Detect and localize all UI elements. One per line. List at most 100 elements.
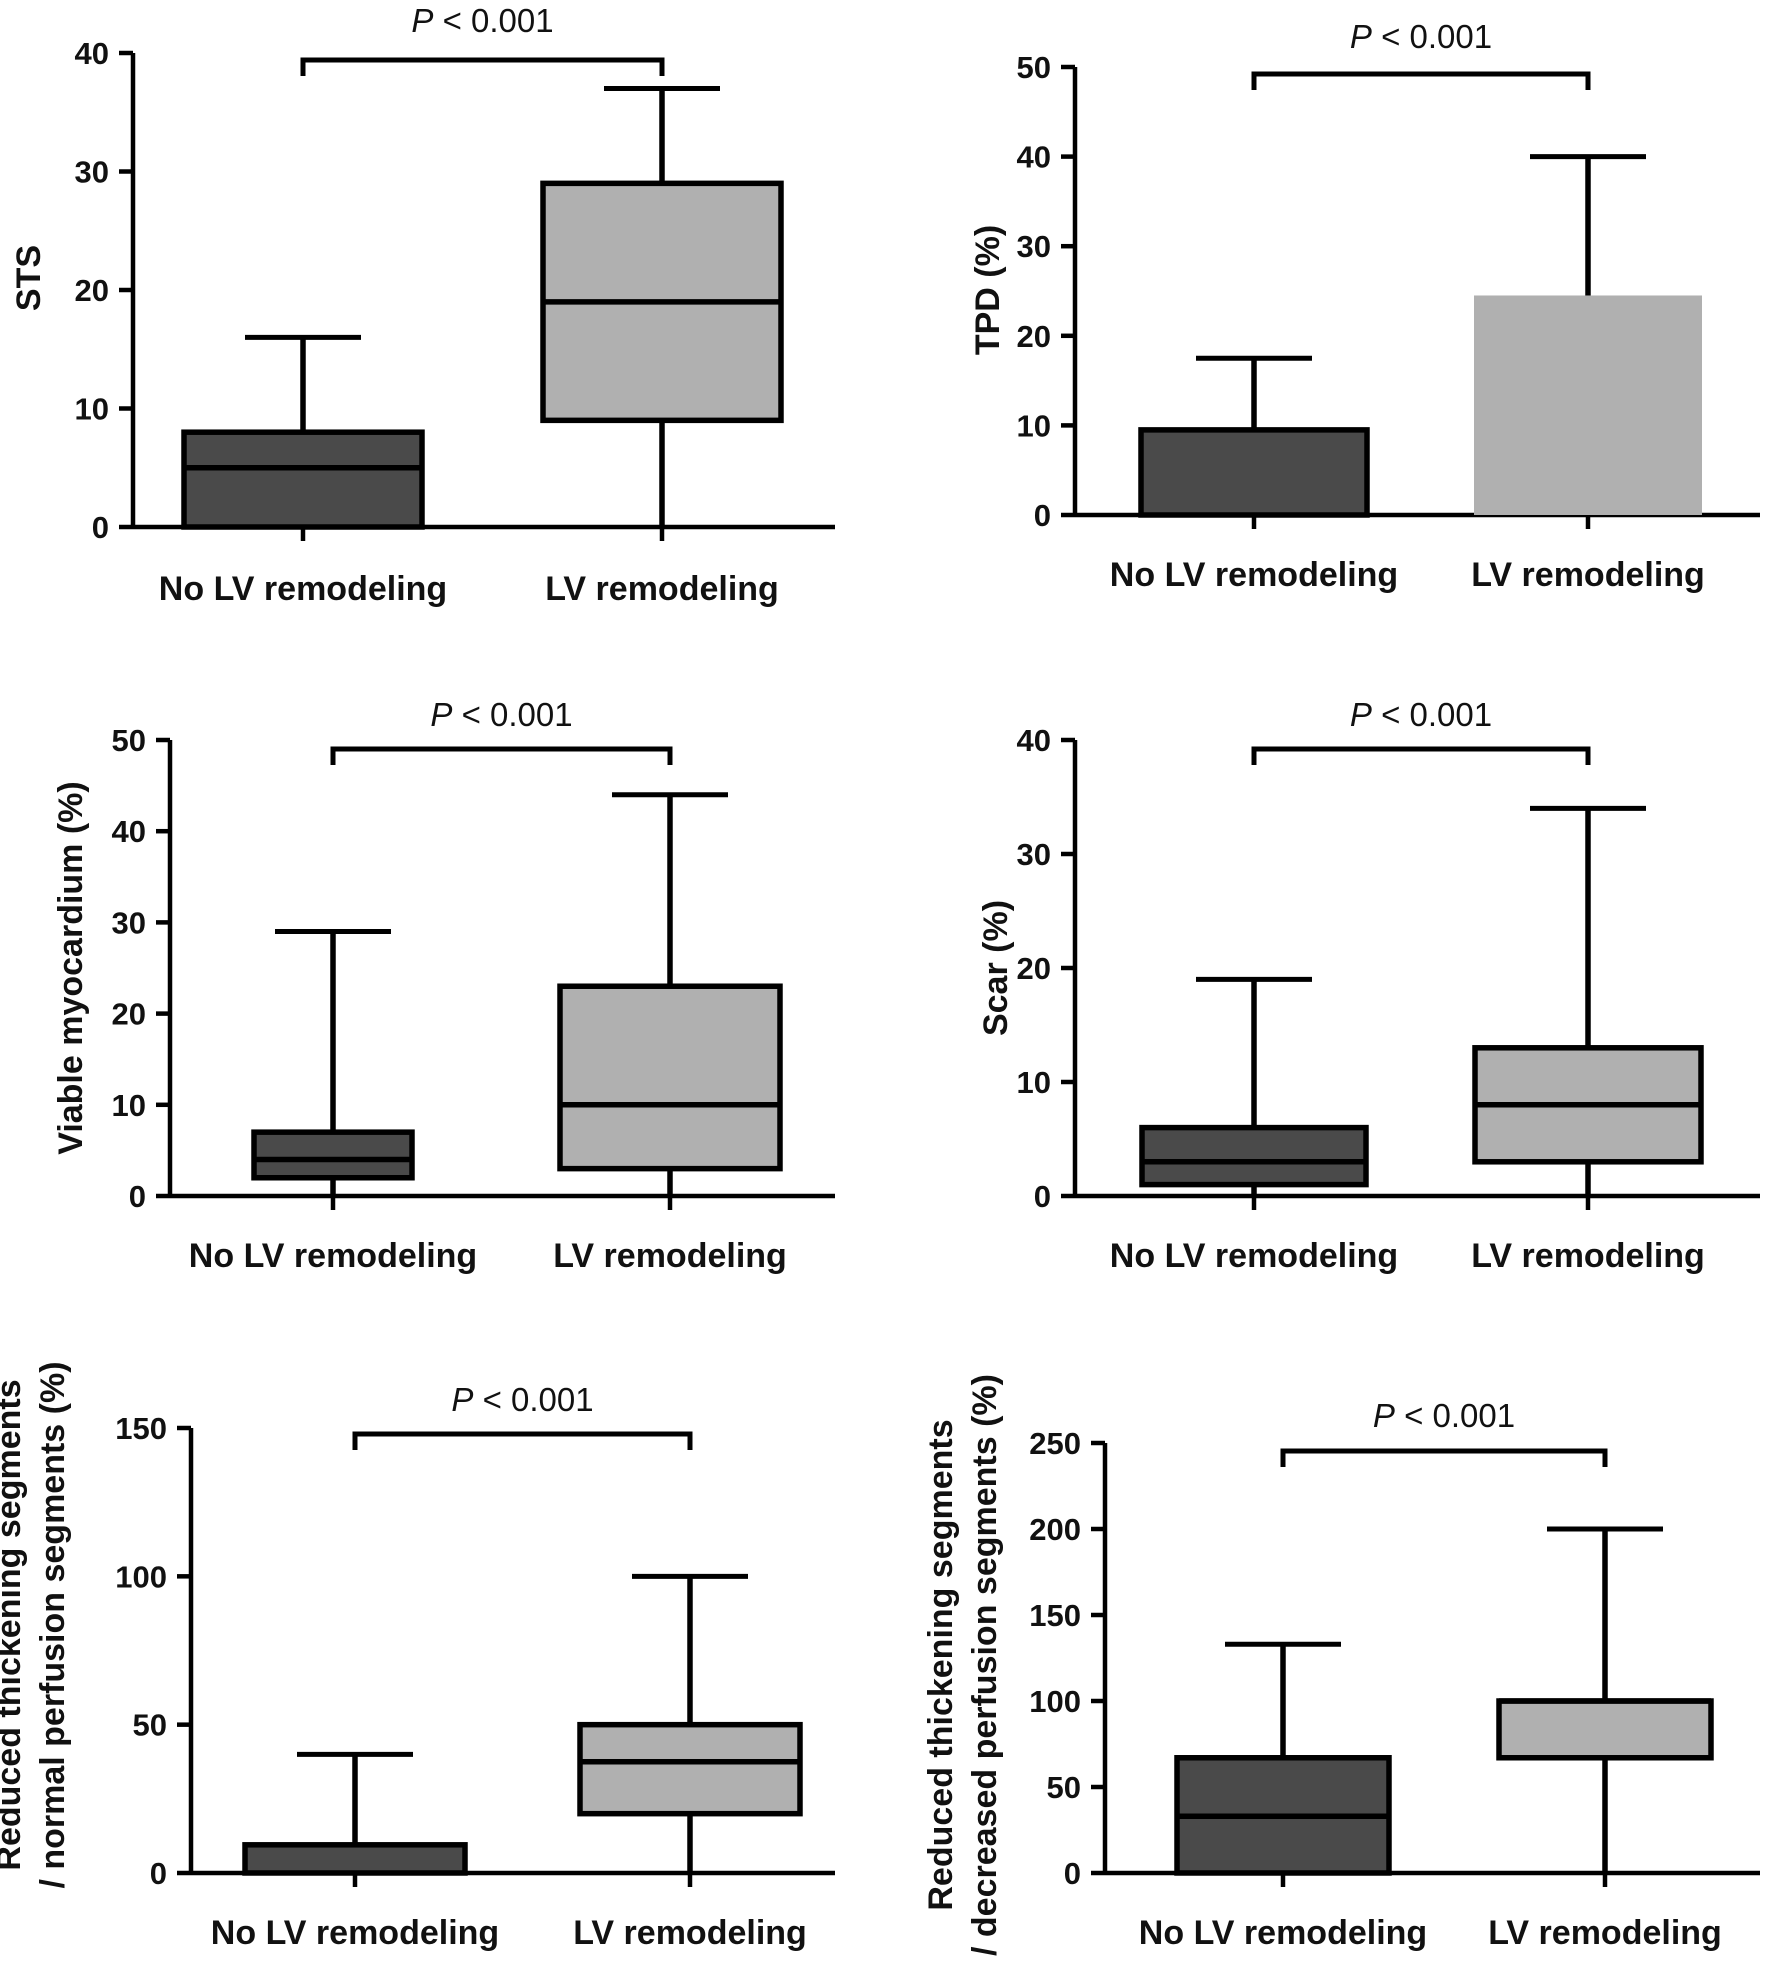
box-no-lv-remodeling bbox=[1138, 355, 1370, 518]
iqr-box bbox=[181, 429, 425, 530]
p-symbol: P bbox=[1350, 18, 1372, 55]
x-category-label: No LV remodeling bbox=[1139, 1914, 1427, 1952]
p-value-text: < 0.001 bbox=[473, 1381, 593, 1418]
y-tick-label: 50 bbox=[1047, 1770, 1081, 1805]
p-symbol: P bbox=[1350, 696, 1372, 733]
box-no-lv-remodeling bbox=[1139, 976, 1369, 1196]
p-symbol: P bbox=[1373, 1397, 1395, 1434]
x-category-label: No LV remodeling bbox=[189, 1237, 477, 1275]
y-tick-label: 100 bbox=[1029, 1684, 1081, 1719]
p-value-annotation: P < 0.001 bbox=[430, 696, 572, 733]
y-tick-label: 0 bbox=[1064, 1856, 1081, 1891]
p-value-text: < 0.001 bbox=[1372, 18, 1492, 55]
p-value-annotation: P < 0.001 bbox=[411, 2, 553, 39]
box-lv-remodeling bbox=[577, 1573, 803, 1873]
box-lv-remodeling bbox=[1472, 805, 1704, 1196]
y-tick-label: 0 bbox=[1034, 1179, 1051, 1214]
y-tick-label: 50 bbox=[1017, 50, 1051, 85]
significance-bracket bbox=[1251, 71, 1591, 90]
box-lv-remodeling bbox=[1496, 1526, 1714, 1873]
panel-scar: 0 10 20 30 40 No LV remodeling LV remodeling Sc… bbox=[977, 696, 1760, 1275]
p-symbol: P bbox=[411, 2, 433, 39]
y-axis-label: Reduced thickening segments bbox=[0, 1379, 28, 1870]
iqr-box bbox=[1139, 1124, 1369, 1188]
x-category-label: LV remodeling bbox=[545, 570, 779, 608]
y-tick-label: 10 bbox=[112, 1088, 146, 1123]
box-lv-remodeling bbox=[1474, 154, 1702, 515]
y-tick-label: 100 bbox=[115, 1559, 167, 1594]
y-tick-label: 30 bbox=[1017, 229, 1051, 264]
y-axis-label: STS bbox=[10, 245, 48, 311]
y-tick-label: 0 bbox=[1034, 498, 1051, 533]
significance-bracket bbox=[1280, 1448, 1608, 1467]
y-tick-label: 40 bbox=[1017, 140, 1051, 175]
x-category-label: LV remodeling bbox=[573, 1914, 807, 1952]
x-category-label: LV remodeling bbox=[1471, 556, 1705, 594]
p-symbol: P bbox=[430, 696, 452, 733]
x-category-label: No LV remodeling bbox=[1110, 1237, 1398, 1275]
y-tick-label: 20 bbox=[75, 273, 109, 308]
y-tick-label: 10 bbox=[75, 392, 109, 427]
panel-decreased-perfusion: 0 50 100 150 200 250 No LV remodeling LV remode… bbox=[922, 1374, 1760, 1956]
y-tick-label: 40 bbox=[75, 36, 109, 71]
x-category-label: No LV remodeling bbox=[159, 570, 447, 608]
box-no-lv-remodeling bbox=[251, 929, 415, 1196]
box-no-lv-remodeling bbox=[181, 334, 425, 530]
p-value-text: < 0.001 bbox=[452, 696, 572, 733]
box-no-lv-remodeling bbox=[242, 1751, 468, 1876]
iqr-box bbox=[251, 1129, 415, 1181]
y-tick-label: 10 bbox=[1017, 1065, 1051, 1100]
y-tick-label: 150 bbox=[1029, 1598, 1081, 1633]
x-category-label: LV remodeling bbox=[1488, 1914, 1722, 1952]
significance-bracket bbox=[300, 57, 665, 76]
iqr-box bbox=[557, 983, 783, 1172]
y-tick-label: 40 bbox=[1017, 723, 1051, 758]
x-category-label: No LV remodeling bbox=[1110, 556, 1398, 594]
iqr-box bbox=[1138, 427, 1370, 518]
box-lv-remodeling bbox=[557, 792, 783, 1196]
p-value-text: < 0.001 bbox=[433, 2, 553, 39]
y-tick-label: 20 bbox=[112, 997, 146, 1032]
y-tick-label: 0 bbox=[129, 1179, 146, 1214]
y-tick-label: 30 bbox=[112, 905, 146, 940]
y-tick-label: 250 bbox=[1029, 1426, 1081, 1461]
p-value-text: < 0.001 bbox=[1395, 1397, 1515, 1434]
y-tick-label: 0 bbox=[92, 510, 109, 545]
y-axis-label: / decreased perfusion segments (%) bbox=[966, 1374, 1004, 1956]
y-tick-label: 30 bbox=[1017, 837, 1051, 872]
iqr-box bbox=[242, 1842, 468, 1876]
y-tick-label: 20 bbox=[1017, 951, 1051, 986]
y-tick-label: 10 bbox=[1017, 408, 1051, 443]
p-value-annotation: P < 0.001 bbox=[451, 1381, 593, 1418]
iqr-box bbox=[1496, 1698, 1714, 1761]
y-tick-label: 150 bbox=[115, 1411, 167, 1446]
p-symbol: P bbox=[451, 1381, 473, 1418]
y-axis-label: / normal perfusion segments (%) bbox=[34, 1361, 72, 1888]
y-axis-label: Scar (%) bbox=[977, 900, 1015, 1036]
box-lv-remodeling bbox=[540, 86, 784, 527]
y-tick-label: 50 bbox=[112, 723, 146, 758]
y-axis-label: TPD (%) bbox=[969, 225, 1007, 355]
x-category-label: LV remodeling bbox=[1471, 1237, 1705, 1275]
significance-bracket bbox=[330, 746, 673, 765]
significance-bracket bbox=[1251, 746, 1591, 765]
panel-tpd: 0 10 20 30 40 50 No LV remodeling LV remodeling… bbox=[969, 18, 1760, 594]
y-tick-label: 30 bbox=[75, 155, 109, 190]
box-no-lv-remodeling bbox=[1174, 1641, 1392, 1876]
panel-normal-perfusion: 0 50 100 150 No LV remodeling LV remodeling Re… bbox=[0, 1361, 835, 1952]
panel-sts: 0 10 20 30 40 No LV remodeling LV remodeling ST… bbox=[10, 2, 835, 608]
y-tick-label: 200 bbox=[1029, 1512, 1081, 1547]
y-tick-label: 20 bbox=[1017, 319, 1051, 354]
significance-bracket bbox=[352, 1431, 693, 1450]
iqr-box bbox=[1474, 295, 1702, 515]
p-value-annotation: P < 0.001 bbox=[1350, 696, 1492, 733]
p-value-annotation: P < 0.001 bbox=[1373, 1397, 1515, 1434]
y-axis-label: Reduced thickening segments bbox=[922, 1419, 960, 1910]
panel-viable: 0 10 20 30 40 50 No LV remodeling LV remodeling… bbox=[52, 696, 835, 1275]
p-value-text: < 0.001 bbox=[1372, 696, 1492, 733]
y-tick-label: 50 bbox=[133, 1708, 167, 1743]
x-category-label: No LV remodeling bbox=[211, 1914, 499, 1952]
y-axis-label: Viable myocardium (%) bbox=[52, 781, 90, 1155]
y-tick-label: 0 bbox=[150, 1856, 167, 1891]
